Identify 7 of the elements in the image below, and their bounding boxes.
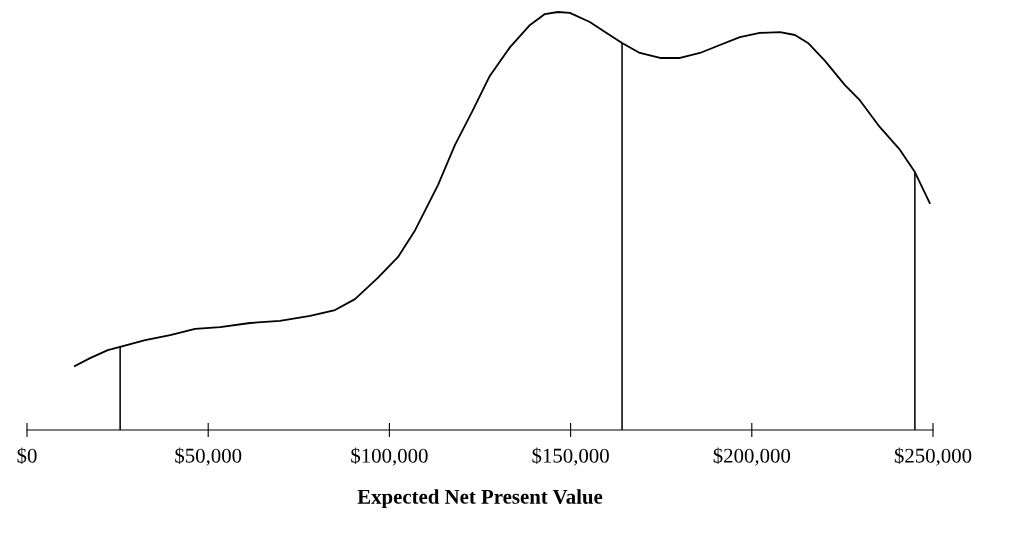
x-tick-label: $50,000 [175, 447, 242, 466]
x-tick-label: $150,000 [532, 447, 609, 466]
x-tick-label: $0 [17, 447, 37, 465]
x-tick-label: $250,000 [894, 447, 972, 466]
x-tick-label: $200,000 [713, 447, 791, 466]
x-tick-label: $100,000 [351, 447, 428, 466]
x-axis-title: Expected Net Present Value [357, 489, 603, 509]
